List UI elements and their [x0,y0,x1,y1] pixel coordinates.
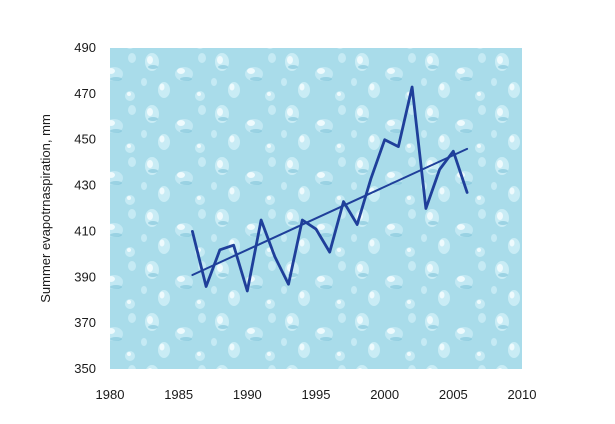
x-tick-label: 1995 [302,387,331,402]
y-tick-label: 450 [74,132,96,147]
x-tick-label: 1985 [164,387,193,402]
y-axis-title: Summer evapotrnaspiration, mm [38,114,53,303]
y-tick-label: 370 [74,315,96,330]
trend-line [191,147,469,276]
evapotranspiration-line [190,85,469,293]
x-tick-label: 2000 [370,387,399,402]
x-tick-label: 2010 [508,387,537,402]
y-axis: 350 370 390 410 430 450 470 490 [74,40,96,376]
x-tick-label: 1980 [96,387,125,402]
y-tick-label: 430 [74,178,96,193]
y-tick-label: 350 [74,361,96,376]
x-axis: 1980 1985 1990 1995 2000 2005 2010 [96,387,537,402]
y-tick-label: 410 [74,223,96,238]
x-tick-label: 1990 [233,387,262,402]
series-group [190,85,469,293]
plot-area [110,48,522,369]
x-tick-label: 2005 [439,387,468,402]
y-tick-label: 390 [74,269,96,284]
y-tick-label: 470 [74,86,96,101]
y-tick-label: 490 [74,40,96,55]
